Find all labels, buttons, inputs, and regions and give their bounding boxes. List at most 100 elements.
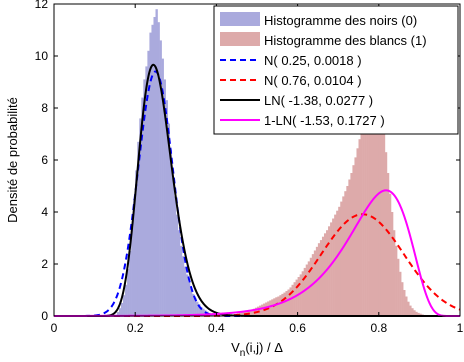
hist-1-bar: [305, 264, 309, 316]
hist-1-bar: [386, 173, 390, 316]
hist-0-bar: [151, 24, 154, 317]
hist-0-bar: [187, 282, 191, 316]
hist-0-bar: [135, 170, 138, 316]
hist-0-bar: [118, 308, 122, 316]
hist-0-bar: [198, 304, 201, 316]
hist-1-bar: [368, 87, 371, 316]
hist-1-bar: [358, 139, 361, 316]
y-tick-label: 10: [35, 49, 49, 63]
hist-1-bar: [372, 72, 376, 317]
hist-1-bar: [411, 308, 414, 316]
hist-1-bar: [303, 267, 307, 316]
hist-1-bar: [419, 313, 422, 316]
hist-1-bar: [413, 310, 416, 316]
hist-1-bar: [295, 279, 298, 316]
hist-0-bar: [147, 50, 150, 317]
legend-box: [213, 5, 459, 135]
hist-1-bar: [332, 218, 335, 316]
hist-0-bar: [173, 196, 177, 316]
hist-1-bar: [378, 102, 382, 316]
legend-label: LN( -1.38, 0.0277 ): [264, 93, 373, 108]
hist-0-bar: [202, 308, 205, 316]
hist-1-bar: [388, 193, 392, 316]
hist-1-bar: [301, 271, 304, 316]
hist-0-bar: [192, 293, 195, 316]
histogram-bars: [114, 9, 443, 317]
hist-0-bar: [167, 123, 171, 316]
hist-0-bar: [127, 269, 130, 316]
hist-1-bar: [415, 311, 418, 316]
hist-1-bar: [405, 296, 408, 316]
hist-0-bar: [125, 284, 128, 316]
hist-1-bar: [277, 296, 280, 316]
x-tick-label: 0.6: [289, 321, 306, 335]
hist-1-bar: [250, 309, 254, 316]
hist-1-bar: [417, 312, 420, 316]
legend-label: N( 0.76, 0.0104 ): [264, 73, 362, 88]
hist-0-bar: [133, 199, 136, 316]
hist-1-bar: [336, 210, 339, 316]
hist-0-bar: [143, 79, 146, 317]
x-tick-label: 1: [457, 321, 464, 335]
y-tick-label: 12: [35, 0, 49, 11]
hist-0-bar: [145, 66, 148, 317]
hist-1-bar: [344, 191, 347, 316]
hist-1-bar: [407, 301, 410, 316]
hist-1-bar: [370, 76, 374, 316]
hist-1-bar: [346, 186, 349, 316]
hist-1-bar: [352, 165, 355, 316]
hist-0-bar: [165, 100, 168, 316]
y-tick-label: 2: [41, 257, 48, 271]
hist-1-bar: [330, 222, 333, 316]
hist-1-bar: [283, 292, 286, 316]
hist-0-bar: [175, 214, 179, 316]
hist-0-bar: [200, 306, 203, 316]
hist-1-bar: [248, 310, 252, 316]
hist-0-bar: [123, 295, 126, 316]
hist-1-bar: [275, 297, 278, 316]
legend-label: N( 0.25, 0.0018 ): [264, 53, 362, 68]
y-tick-label: 6: [41, 153, 48, 167]
hist-1-bar: [259, 305, 262, 316]
hist-0-bar: [194, 297, 197, 316]
hist-0-bar: [190, 288, 193, 316]
hist-0-bar: [157, 22, 160, 316]
hist-1-bar: [340, 201, 343, 316]
hist-1-bar: [342, 196, 345, 316]
hist-1-bar: [326, 230, 329, 316]
x-tick-label: 0.4: [208, 321, 225, 335]
hist-0-bar: [161, 58, 164, 316]
hist-1-bar: [364, 108, 367, 316]
legend-label: 1-LN( -1.53, 0.1727 ): [264, 113, 385, 128]
hist-0-bar: [183, 266, 187, 316]
hist-1-bar: [279, 295, 282, 316]
hist-0-bar: [185, 274, 189, 316]
hist-0-bar: [196, 301, 199, 316]
hist-0-bar: [212, 314, 215, 316]
hist-1-bar: [376, 89, 380, 316]
hist-1-bar: [323, 233, 327, 316]
hist-1-bar: [374, 79, 378, 317]
hist-0-bar: [131, 227, 134, 316]
hist-1-bar: [334, 214, 337, 316]
hist-1-bar: [395, 245, 398, 316]
hist-0-bar: [163, 79, 166, 317]
hist-1-bar: [338, 206, 341, 316]
legend-label: Histogramme des noirs (0): [264, 13, 417, 28]
hist-1-bar: [393, 230, 396, 316]
hist-0-bar: [139, 118, 142, 317]
hist-1-bar: [289, 287, 292, 316]
hist-1-bar: [384, 152, 388, 316]
hist-1-bar: [399, 271, 402, 316]
hist-0-bar: [179, 245, 183, 316]
hist-0-bar: [159, 40, 162, 317]
hist-0-bar: [116, 312, 120, 316]
hist-0-bar: [169, 149, 173, 316]
hist-1-bar: [354, 157, 357, 316]
series-1-curve: [54, 213, 461, 317]
hist-1-bar: [356, 148, 359, 316]
hist-1-bar: [291, 284, 294, 316]
hist-0-bar: [181, 256, 185, 316]
hist-1-bar: [350, 173, 353, 316]
